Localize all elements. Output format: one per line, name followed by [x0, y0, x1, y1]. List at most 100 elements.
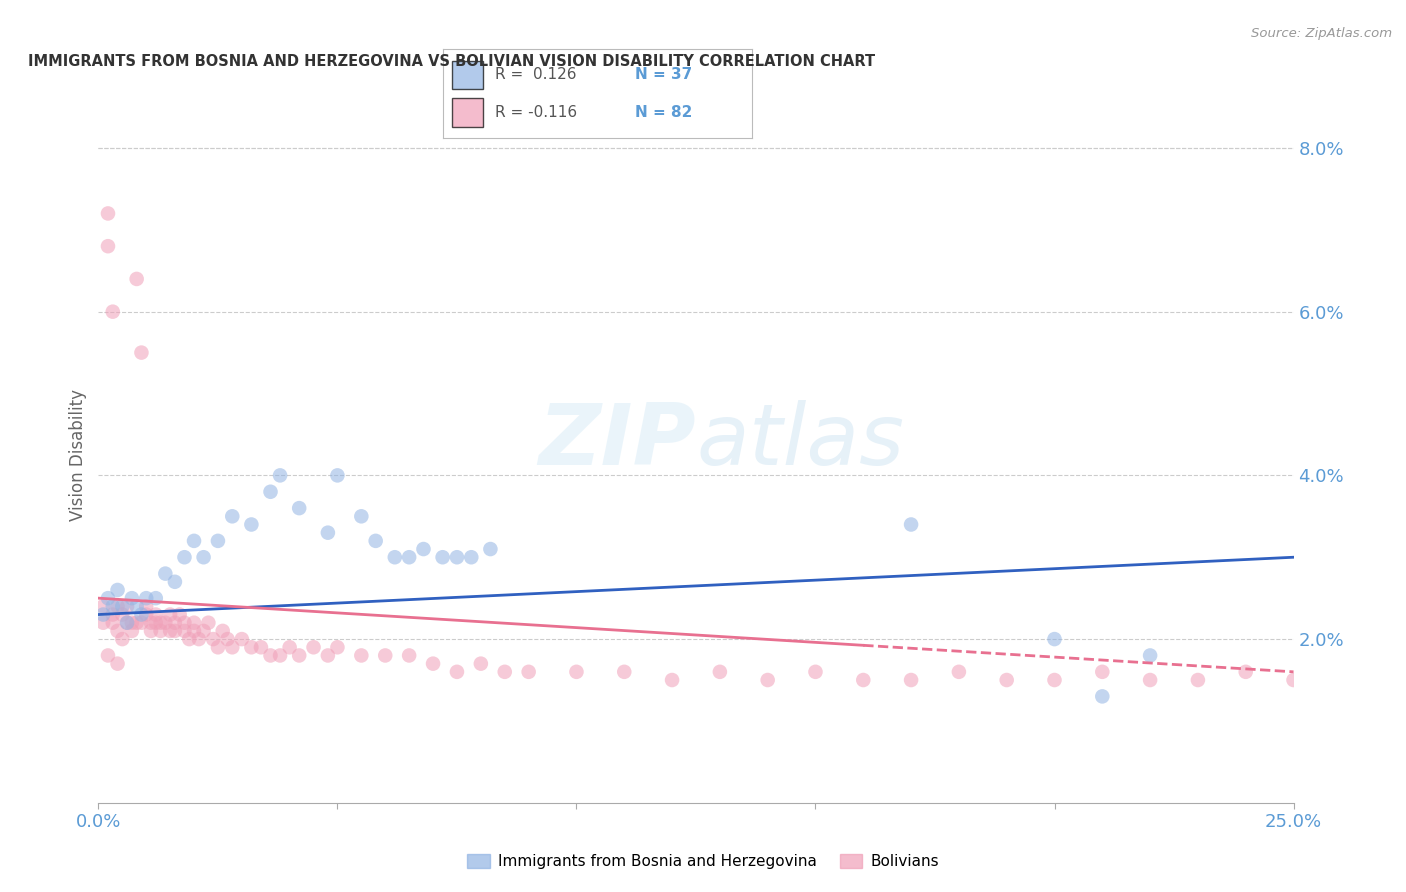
Point — [197, 615, 219, 630]
Point — [183, 624, 205, 638]
Point — [900, 517, 922, 532]
Point — [1187, 673, 1209, 687]
Point — [494, 665, 516, 679]
Point — [155, 615, 177, 630]
Point — [278, 640, 301, 655]
Point — [302, 640, 325, 655]
Point — [288, 501, 311, 516]
Point — [1043, 632, 1066, 646]
Point — [183, 615, 205, 630]
Point — [211, 624, 233, 638]
Point — [221, 640, 243, 655]
Point — [398, 648, 420, 663]
Point — [709, 665, 731, 679]
Point — [145, 591, 167, 606]
Point — [121, 624, 143, 638]
Point — [398, 550, 420, 565]
Text: N = 37: N = 37 — [634, 68, 692, 82]
Point — [217, 632, 239, 646]
Point — [221, 509, 243, 524]
Point — [163, 624, 186, 638]
Point — [1139, 648, 1161, 663]
Y-axis label: Vision Disability: Vision Disability — [69, 389, 87, 521]
Point — [316, 525, 339, 540]
Point — [661, 673, 683, 687]
Point — [111, 632, 134, 646]
Point — [107, 582, 129, 597]
Point — [995, 673, 1018, 687]
Point — [115, 615, 138, 630]
Text: atlas: atlas — [696, 400, 904, 483]
Point — [97, 206, 120, 220]
Point — [125, 272, 148, 286]
Point — [364, 533, 387, 548]
Point — [135, 607, 157, 622]
Point — [107, 657, 129, 671]
Point — [135, 599, 157, 614]
Point — [159, 624, 181, 638]
Point — [1139, 673, 1161, 687]
Point — [163, 615, 186, 630]
Point — [115, 599, 138, 614]
Point — [1091, 690, 1114, 704]
Point — [131, 345, 153, 359]
Point — [1234, 665, 1257, 679]
Point — [432, 550, 454, 565]
Point — [374, 648, 396, 663]
Point — [269, 468, 291, 483]
Point — [240, 517, 263, 532]
Point — [384, 550, 406, 565]
Point — [173, 624, 195, 638]
Point — [326, 640, 349, 655]
Point — [97, 239, 120, 253]
Point — [101, 615, 124, 630]
Point — [173, 615, 195, 630]
Point — [97, 591, 120, 606]
Point — [187, 632, 209, 646]
Point — [250, 640, 273, 655]
Point — [948, 665, 970, 679]
Text: IMMIGRANTS FROM BOSNIA AND HERZEGOVINA VS BOLIVIAN VISION DISABILITY CORRELATION: IMMIGRANTS FROM BOSNIA AND HERZEGOVINA V… — [28, 54, 876, 69]
Point — [316, 648, 339, 663]
Point — [613, 665, 636, 679]
Point — [470, 657, 492, 671]
Point — [115, 615, 138, 630]
Point — [131, 607, 153, 622]
Point — [460, 550, 482, 565]
Point — [97, 648, 120, 663]
Point — [207, 533, 229, 548]
Point — [145, 615, 167, 630]
Point — [259, 484, 281, 499]
Text: Source: ZipAtlas.com: Source: ZipAtlas.com — [1251, 27, 1392, 40]
Point — [91, 607, 114, 622]
Point — [139, 624, 162, 638]
Point — [231, 632, 253, 646]
Point — [183, 533, 205, 548]
Point — [131, 615, 153, 630]
Point — [91, 615, 114, 630]
Point — [125, 615, 148, 630]
Point — [179, 632, 201, 646]
Point — [149, 615, 172, 630]
Point — [1043, 673, 1066, 687]
Point — [350, 648, 373, 663]
Text: R =  0.126: R = 0.126 — [495, 68, 576, 82]
Point — [202, 632, 225, 646]
Point — [422, 657, 444, 671]
Point — [111, 607, 134, 622]
Point — [169, 607, 191, 622]
Point — [193, 624, 215, 638]
Point — [155, 566, 177, 581]
Point — [517, 665, 540, 679]
Point — [135, 591, 157, 606]
FancyBboxPatch shape — [453, 98, 484, 127]
Point — [804, 665, 827, 679]
Point — [207, 640, 229, 655]
Point — [121, 591, 143, 606]
Point — [259, 648, 281, 663]
Point — [852, 673, 875, 687]
FancyBboxPatch shape — [453, 61, 484, 89]
Text: N = 82: N = 82 — [634, 105, 692, 120]
Point — [350, 509, 373, 524]
Point — [163, 574, 186, 589]
